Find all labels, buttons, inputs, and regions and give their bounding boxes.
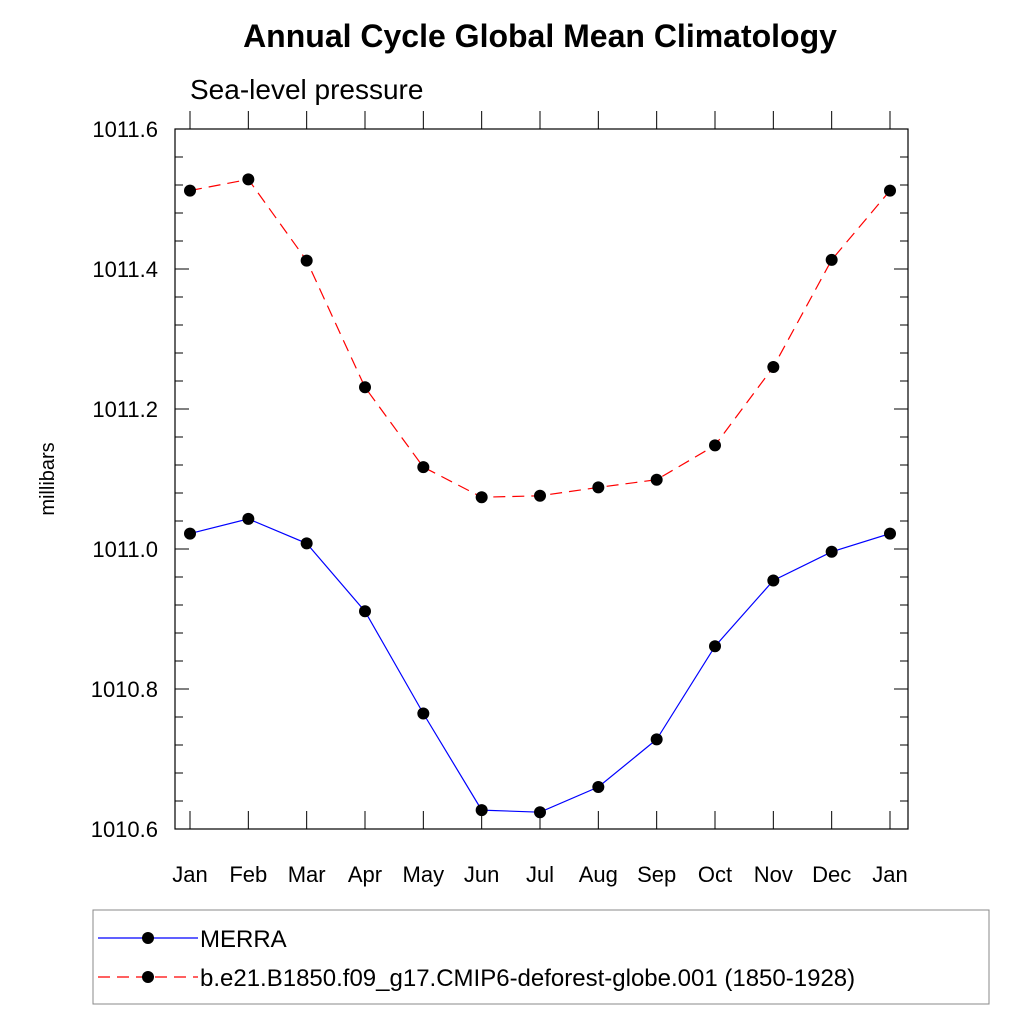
data-point — [534, 806, 546, 819]
x-tick-label: Sep — [637, 862, 676, 887]
data-point — [825, 545, 838, 558]
legend-label: MERRA — [200, 926, 287, 953]
legend-marker — [142, 932, 154, 944]
series-layer — [184, 173, 896, 819]
data-point — [300, 254, 313, 267]
data-point — [242, 173, 255, 186]
legend: MERRA b.e21.B1850.f09_g17.CMIP6-deforest-… — [98, 926, 855, 992]
x-tick-label: May — [403, 862, 445, 887]
data-point — [359, 381, 371, 394]
data-point — [767, 574, 780, 587]
chart-subtitle: Sea-level pressure — [190, 74, 423, 105]
series-line-0 — [189, 518, 891, 813]
data-point — [184, 184, 196, 197]
x-tick-label: Jan — [872, 862, 907, 887]
axes — [174, 111, 909, 830]
data-point — [592, 481, 605, 494]
data-point — [884, 184, 896, 197]
y-tick-label: 1010.6 — [91, 817, 158, 842]
data-point — [242, 512, 255, 525]
data-point — [184, 527, 196, 540]
x-tick-label: Nov — [754, 862, 793, 887]
legend-marker — [142, 971, 154, 983]
series-line-1 — [189, 178, 891, 498]
x-tick-label: Feb — [229, 862, 267, 887]
data-point — [300, 537, 313, 550]
data-point — [884, 527, 896, 540]
data-point — [825, 253, 838, 266]
x-tick-label: Jan — [172, 862, 207, 887]
legend-label: b.e21.B1850.f09_g17.CMIP6-deforest-globe… — [200, 965, 855, 992]
data-point — [417, 707, 430, 720]
x-tick-label: Dec — [812, 862, 851, 887]
data-point — [475, 804, 488, 817]
y-tick-labels: 1010.6 1010.8 1011.0 1011.2 1011.4 1011.6 — [91, 117, 158, 842]
y-tick-label: 1011.0 — [92, 537, 158, 562]
data-point — [709, 640, 721, 653]
x-tick-label: Mar — [288, 862, 326, 887]
x-tick-label: Oct — [698, 862, 732, 887]
data-point — [767, 361, 780, 373]
data-point — [417, 461, 430, 474]
data-point — [709, 439, 721, 452]
y-tick-label: 1010.8 — [91, 677, 158, 702]
data-point — [534, 489, 546, 502]
data-point — [650, 473, 663, 486]
data-point — [475, 491, 488, 504]
x-tick-label: Aug — [579, 862, 618, 887]
x-tick-labels: Jan Feb Mar Apr May Jun Jul Aug Sep Oct Nov Dec Jan — [172, 862, 907, 887]
y-axis-label: millibars — [37, 442, 59, 515]
data-point — [592, 781, 605, 793]
chart-title: Annual Cycle Global Mean Climatology — [243, 18, 837, 54]
y-tick-label: 1011.2 — [92, 397, 158, 422]
y-tick-label: 1011.6 — [92, 117, 158, 142]
data-point — [359, 605, 371, 618]
x-tick-label: Jul — [526, 862, 554, 887]
x-tick-label: Apr — [348, 862, 382, 887]
legend-box — [92, 909, 990, 1005]
x-tick-label: Jun — [464, 862, 499, 887]
y-tick-label: 1011.4 — [92, 257, 158, 282]
plot-frame — [174, 128, 909, 830]
data-point — [650, 733, 663, 746]
